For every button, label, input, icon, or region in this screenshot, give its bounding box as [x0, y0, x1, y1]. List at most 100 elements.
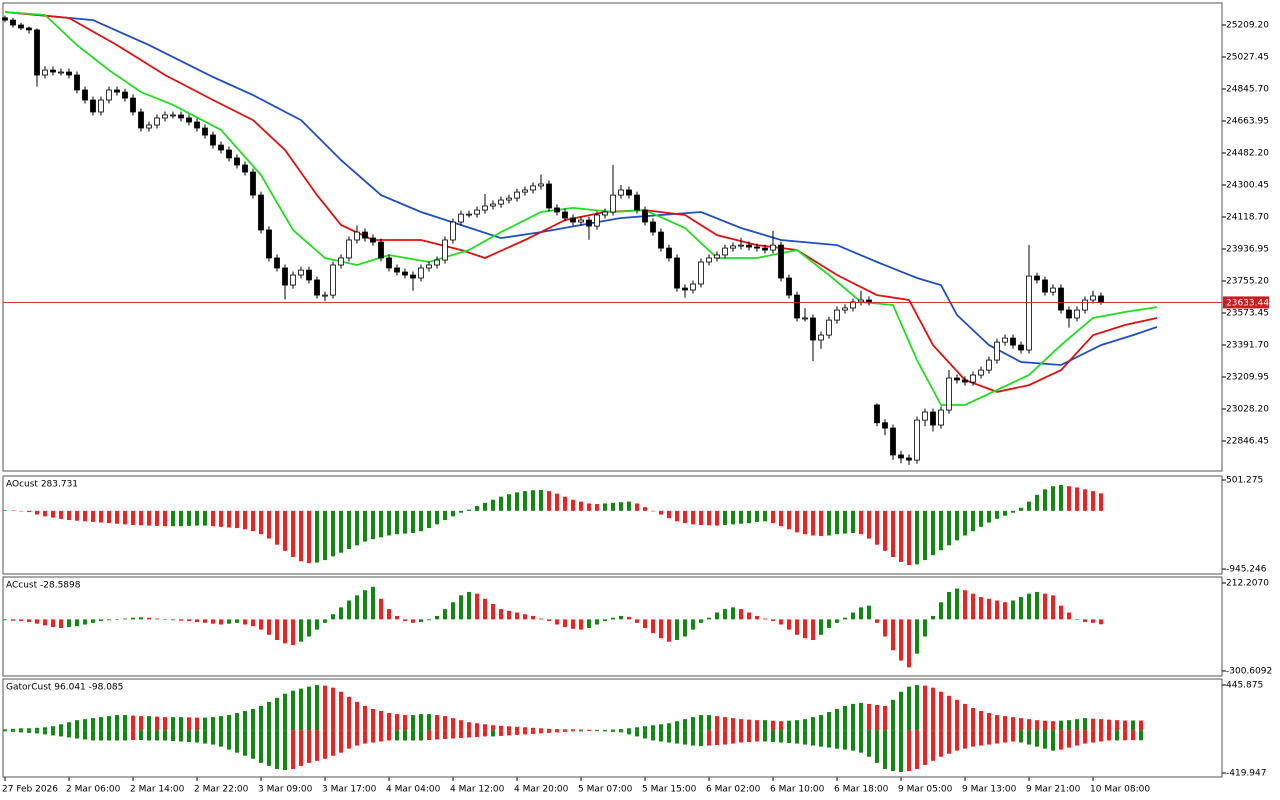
candle-body — [858, 299, 864, 303]
histogram-bar — [731, 730, 735, 744]
histogram-bar — [483, 598, 487, 620]
histogram-bar — [651, 725, 655, 731]
histogram-bar — [931, 615, 935, 620]
candle-body — [690, 283, 696, 291]
histogram-bar — [859, 702, 863, 731]
histogram-bar — [883, 619, 887, 637]
histogram-bar — [1091, 718, 1095, 731]
candle-body — [130, 97, 136, 113]
candle-body — [698, 261, 704, 285]
histogram-bar — [931, 687, 935, 731]
histogram-bar — [27, 730, 31, 733]
histogram-bar — [667, 723, 671, 731]
candle-body — [514, 191, 520, 199]
histogram-bar — [387, 713, 391, 731]
histogram-bar — [251, 619, 255, 627]
histogram-bar — [403, 619, 407, 622]
histogram-bar — [291, 730, 295, 769]
candle-body — [634, 194, 640, 211]
histogram-bar — [875, 730, 879, 763]
x-tick-label: 5 Mar 15:00 — [642, 785, 697, 795]
histogram-bar — [811, 717, 815, 731]
candle-body — [226, 149, 232, 159]
histogram-bar — [579, 619, 583, 630]
x-tick-label: 2 Mar 14:00 — [130, 785, 185, 795]
histogram-bar — [403, 715, 407, 731]
histogram-bar — [987, 730, 991, 745]
histogram-bar — [859, 730, 863, 753]
y-tick-label: 23391.70 — [1226, 340, 1269, 350]
histogram-bar — [387, 510, 391, 536]
histogram-bar — [923, 619, 927, 637]
histogram-bar — [147, 510, 151, 526]
histogram-bar — [1035, 720, 1039, 731]
histogram-bar — [123, 715, 127, 731]
histogram-bar — [723, 730, 727, 745]
histogram-bar — [987, 598, 991, 620]
histogram-bar — [843, 730, 847, 750]
histogram-bar — [867, 703, 871, 731]
histogram-bar — [43, 727, 47, 731]
histogram-bar — [627, 501, 631, 511]
histogram-bar — [619, 502, 623, 511]
histogram-bar — [339, 607, 343, 620]
histogram-bar — [187, 717, 191, 731]
histogram-bar — [11, 730, 15, 732]
histogram-bar — [587, 729, 591, 731]
histogram-bar — [883, 705, 887, 731]
histogram-bar — [291, 690, 295, 731]
histogram-bar — [507, 726, 511, 731]
histogram-bar — [195, 619, 199, 622]
histogram-bar — [315, 619, 319, 630]
histogram-bar — [787, 730, 791, 744]
histogram-bar — [411, 619, 415, 623]
histogram-bar — [1035, 730, 1039, 747]
histogram-bar — [1067, 730, 1071, 748]
histogram-bar — [203, 619, 207, 623]
histogram-bar — [739, 719, 743, 731]
histogram-bar — [1059, 720, 1063, 731]
histogram-bar — [891, 730, 895, 772]
histogram-bar — [835, 510, 839, 535]
candle-body — [106, 89, 112, 101]
candle-body — [562, 211, 568, 219]
histogram-bar — [747, 719, 751, 731]
candle-body — [554, 207, 560, 213]
candle-body — [674, 257, 680, 289]
candle-body — [778, 244, 784, 279]
histogram-bar — [675, 721, 679, 731]
histogram-bar — [715, 612, 719, 620]
histogram-bar — [395, 510, 399, 535]
histogram-bar — [1107, 730, 1111, 741]
histogram-bar — [99, 619, 103, 622]
histogram-bar — [627, 730, 631, 735]
candle-body — [530, 185, 536, 191]
histogram-bar — [1123, 730, 1127, 741]
histogram-bar — [1083, 619, 1087, 622]
histogram-bar — [443, 730, 447, 739]
y-tick-label: 25027.45 — [1226, 52, 1269, 62]
x-tick-label: 4 Mar 04:00 — [386, 785, 441, 795]
histogram-bar — [723, 609, 727, 620]
histogram-bar — [587, 730, 591, 732]
histogram-bar — [187, 510, 191, 526]
candle-body — [18, 24, 24, 29]
candle-body — [490, 203, 496, 207]
histogram-bar — [211, 619, 215, 624]
candle-body — [242, 164, 248, 173]
candle-body — [834, 309, 840, 321]
histogram-bar — [755, 720, 759, 731]
histogram-bar — [931, 510, 935, 556]
histogram-bar — [1051, 486, 1055, 511]
histogram-bar — [419, 714, 423, 731]
candle-body — [1098, 295, 1104, 303]
histogram-bar — [635, 727, 639, 731]
histogram-bar — [1011, 600, 1015, 620]
histogram-bar — [547, 491, 551, 511]
histogram-bar — [179, 730, 183, 742]
histogram-bar — [675, 619, 679, 640]
histogram-bar — [467, 722, 471, 731]
y-tick-label: 24300.45 — [1226, 180, 1269, 190]
histogram-bar — [963, 703, 967, 731]
histogram-bar — [523, 730, 527, 735]
